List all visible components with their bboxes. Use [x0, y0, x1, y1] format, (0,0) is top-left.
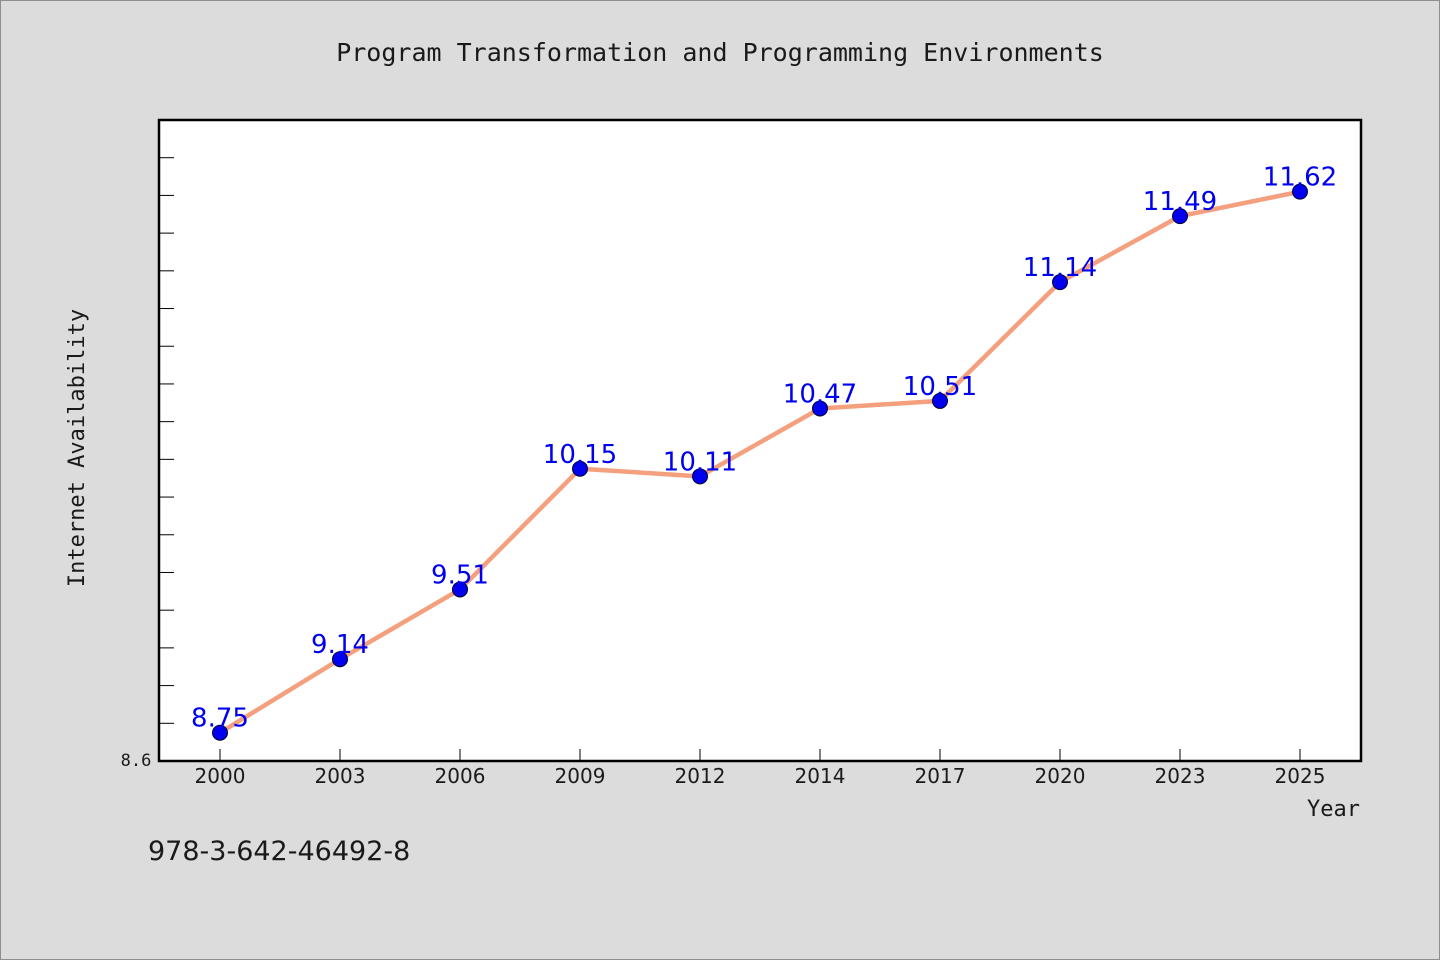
data-point — [572, 460, 588, 477]
x-tick-label: 2023 — [1155, 764, 1206, 788]
x-tick-label: 2012 — [675, 764, 726, 788]
data-label: 10.47 — [783, 379, 857, 409]
data-point — [1292, 183, 1308, 200]
data-label: 10.51 — [903, 372, 977, 402]
data-label: 9.14 — [311, 630, 369, 660]
series-line-group — [217, 189, 1303, 735]
data-label: 10.11 — [663, 447, 737, 477]
x-tick-label: 2009 — [555, 764, 606, 788]
series-line — [217, 189, 1303, 735]
data-label: 11.14 — [1023, 253, 1097, 283]
x-tick-label: 2017 — [915, 764, 966, 788]
data-label: 11.49 — [1143, 187, 1217, 217]
data-point — [812, 400, 828, 417]
x-tick-label: 2020 — [1035, 764, 1086, 788]
x-tick-label: 2003 — [315, 764, 366, 788]
chart-title: Program Transformation and Programming E… — [336, 38, 1104, 67]
data-label: 11.62 — [1263, 163, 1337, 193]
data-point — [452, 581, 468, 598]
data-point — [1052, 274, 1068, 291]
y-axis-label: Internet Availability — [65, 309, 90, 587]
y-tick-label: 8.6 — [121, 751, 152, 771]
data-point — [932, 392, 948, 409]
data-point — [212, 724, 228, 741]
x-tick-label: 2000 — [195, 764, 246, 788]
data-point — [1172, 208, 1188, 225]
data-label: 9.51 — [431, 560, 489, 590]
y-axis-ticks — [159, 157, 174, 724]
data-label: 8.75 — [191, 704, 249, 734]
data-point-group — [212, 183, 1308, 741]
x-tick-label: 2025 — [1275, 764, 1326, 788]
data-point — [692, 468, 708, 485]
x-tick-label: 2014 — [795, 764, 846, 788]
x-tick-label: 2006 — [435, 764, 486, 788]
data-label-group: 8.75 9.14 9.51 10.15 10.11 10.47 10.51 11.14 11.… — [191, 163, 1337, 734]
x-axis-label: Year — [1307, 797, 1360, 822]
x-axis-ticks: 2000 2003 2006 2009 2012 2014 2017 2020 2023 2025 — [195, 749, 1326, 788]
data-point — [332, 651, 348, 668]
isbn-code: 978-3-642-46492-8 — [148, 836, 411, 867]
data-label: 10.15 — [543, 440, 617, 470]
